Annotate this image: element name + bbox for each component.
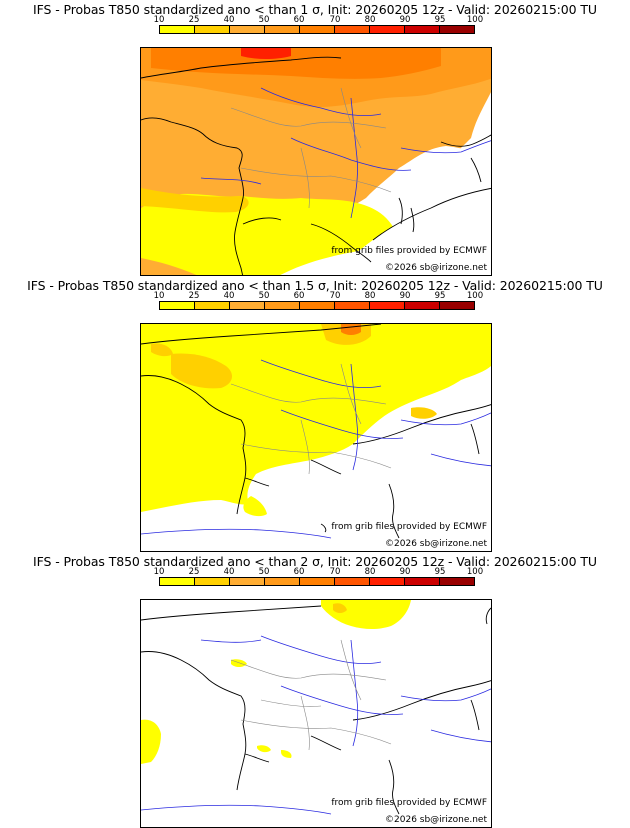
colorbar-swatch: [405, 26, 440, 33]
colorbar-swatch: [160, 26, 195, 33]
colorbar-tick: 95: [434, 567, 446, 577]
credit-copyright: ©2026 sb@irizone.net: [385, 815, 487, 825]
credit-source: from grib files provided by ECMWF: [331, 246, 487, 256]
probability-map: from grib files provided by ECMWF ©2026 …: [140, 47, 492, 276]
panel-1sigma: IFS - Probas T850 standardized ano < tha…: [0, 0, 630, 276]
colorbar-ticks: 10 25 40 50 60 70 80 90 95 100: [154, 15, 484, 25]
colorbar-swatch: [195, 578, 230, 585]
colorbar-tick: 90: [399, 291, 411, 301]
colorbar-tick: 70: [329, 567, 341, 577]
panel-2sigma: IFS - Probas T850 standardized ano < tha…: [0, 552, 630, 828]
colorbar-tick: 100: [466, 291, 484, 301]
colorbar-swatch: [160, 578, 195, 585]
colorbar-tick: 90: [399, 567, 411, 577]
colorbar-tick: 10: [153, 291, 165, 301]
colorbar-tick: 60: [293, 291, 305, 301]
colorbar-swatch: [265, 302, 300, 309]
colorbar-swatch: [195, 26, 230, 33]
colorbar-swatch: [265, 26, 300, 33]
colorbar-swatch: [160, 302, 195, 309]
colorbar-tick: 10: [153, 15, 165, 25]
colorbar-ticks: 10 25 40 50 60 70 80 90 95 100: [154, 291, 484, 301]
colorbar: [159, 25, 475, 34]
colorbar-tick: 50: [258, 567, 270, 577]
panel-1-5sigma: IFS - Probas T850 standardized ano < tha…: [0, 276, 630, 552]
colorbar-tick: 95: [434, 15, 446, 25]
colorbar-swatch: [440, 26, 474, 33]
colorbar-tick: 95: [434, 291, 446, 301]
panel-title: IFS - Probas T850 standardized ano < tha…: [33, 554, 597, 569]
colorbar-swatch: [300, 26, 335, 33]
colorbar-tick: 40: [223, 291, 235, 301]
probability-map: from grib files provided by ECMWF ©2026 …: [140, 599, 492, 828]
colorbar-tick: 50: [258, 15, 270, 25]
colorbar-tick: 60: [293, 15, 305, 25]
credit-copyright: ©2026 sb@irizone.net: [385, 539, 487, 549]
colorbar-tick: 80: [364, 291, 376, 301]
colorbar-swatch: [230, 26, 265, 33]
colorbar-tick: 70: [329, 291, 341, 301]
colorbar-tick: 60: [293, 567, 305, 577]
colorbar-tick: 50: [258, 291, 270, 301]
credit-source: from grib files provided by ECMWF: [331, 798, 487, 808]
colorbar-tick: 25: [188, 567, 200, 577]
colorbar-swatch: [370, 578, 405, 585]
colorbar-swatch: [440, 302, 474, 309]
colorbar-tick: 80: [364, 15, 376, 25]
colorbar-tick: 25: [188, 291, 200, 301]
probability-map: from grib files provided by ECMWF ©2026 …: [140, 323, 492, 552]
panel-title: IFS - Probas T850 standardized ano < tha…: [27, 278, 603, 293]
colorbar-swatch: [405, 578, 440, 585]
panel-title: IFS - Probas T850 standardized ano < tha…: [33, 2, 597, 17]
colorbar-tick: 100: [466, 567, 484, 577]
colorbar-swatch: [370, 26, 405, 33]
colorbar-ticks: 10 25 40 50 60 70 80 90 95 100: [154, 567, 484, 577]
colorbar-swatch: [405, 302, 440, 309]
colorbar-swatch: [335, 578, 370, 585]
colorbar-swatch: [335, 26, 370, 33]
colorbar-swatch: [230, 302, 265, 309]
colorbar-tick: 70: [329, 15, 341, 25]
colorbar: [159, 301, 475, 310]
colorbar-swatch: [195, 302, 230, 309]
colorbar-swatch: [370, 302, 405, 309]
colorbar-swatch: [300, 302, 335, 309]
colorbar-swatch: [300, 578, 335, 585]
colorbar-tick: 40: [223, 567, 235, 577]
colorbar-tick: 90: [399, 15, 411, 25]
colorbar-tick: 10: [153, 567, 165, 577]
colorbar-swatch: [335, 302, 370, 309]
colorbar-tick: 25: [188, 15, 200, 25]
colorbar-swatch: [230, 578, 265, 585]
colorbar-swatch: [265, 578, 300, 585]
colorbar-tick: 100: [466, 15, 484, 25]
credit-copyright: ©2026 sb@irizone.net: [385, 263, 487, 273]
colorbar-tick: 80: [364, 567, 376, 577]
colorbar-tick: 40: [223, 15, 235, 25]
colorbar: [159, 577, 475, 586]
credit-source: from grib files provided by ECMWF: [331, 522, 487, 532]
colorbar-swatch: [440, 578, 474, 585]
